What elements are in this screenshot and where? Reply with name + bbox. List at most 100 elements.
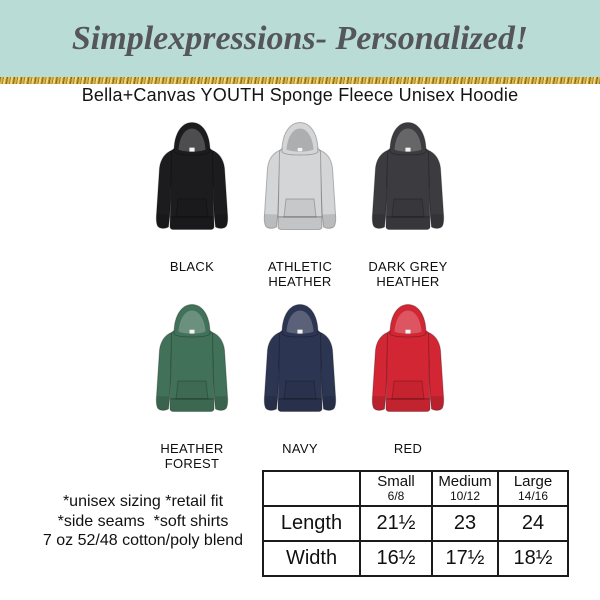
left-cuff (264, 396, 278, 411)
hood (173, 121, 211, 156)
hoodie-card: RED (363, 302, 453, 471)
color-label: ATHLETIC HEATHER (267, 259, 333, 289)
neck-tag (297, 329, 303, 334)
hem-shade (278, 399, 322, 412)
left-cuff (372, 396, 386, 411)
hem-shade (386, 217, 430, 230)
color-label: BLACK (169, 259, 215, 274)
right-sleeve (211, 149, 229, 229)
right-cuff (430, 396, 444, 411)
color-label: NAVY (282, 441, 318, 456)
color-label: RED (393, 441, 423, 456)
right-sleeve (211, 331, 229, 411)
neck-tag (189, 147, 195, 152)
dimension-label: Width (262, 540, 361, 577)
hoodie-image (155, 121, 229, 230)
size-column-header: Small 6/8 (359, 470, 433, 507)
size-value: 16½ (359, 540, 433, 577)
hood-lining (178, 310, 206, 334)
hoodie-card: BLACK (147, 120, 237, 289)
size-chart-header-row: Small 6/8 Medium 10/12 Large 14/16 (262, 470, 569, 507)
kangaroo-pocket (391, 198, 425, 218)
left-sleeve (371, 149, 389, 229)
right-cuff (214, 396, 228, 411)
right-sleeve (427, 331, 445, 411)
hood (281, 303, 319, 338)
kangaroo-pocket (175, 198, 209, 218)
left-cuff (264, 214, 278, 229)
color-label: HEATHER FOREST (160, 441, 224, 471)
neck-tag (405, 329, 411, 334)
hood (389, 303, 427, 338)
right-cuff (322, 396, 336, 411)
hem-shade (170, 399, 214, 412)
hood-lining (394, 128, 422, 152)
size-chart-row: Length 21½ 23 24 (262, 505, 569, 542)
hem-shade (170, 217, 214, 230)
right-cuff (322, 214, 336, 229)
right-cuff (430, 214, 444, 229)
left-sleeve (155, 331, 173, 411)
neck-tag (189, 329, 195, 334)
hem-shade (278, 217, 322, 230)
hem-band (169, 398, 215, 412)
left-sleeve (263, 331, 281, 411)
right-cuff (214, 214, 228, 229)
hoodie-image (263, 303, 337, 412)
kangaroo-pocket (175, 380, 209, 400)
left-cuff (156, 214, 170, 229)
hoodie-card: NAVY (255, 302, 345, 471)
color-label: DARK GREY HEATHER (368, 259, 448, 289)
left-sleeve (263, 149, 281, 229)
kangaroo-pocket (283, 198, 317, 218)
hoodie-card: DARK GREY HEATHER (363, 120, 453, 289)
color-row-2: HEATHER FOREST NAVY RED (0, 302, 600, 471)
size-column-header: Medium 10/12 (431, 470, 499, 507)
hood (389, 121, 427, 156)
hood-lining (286, 128, 314, 152)
left-sleeve (155, 149, 173, 229)
hood (281, 121, 319, 156)
size-chart-row: Width 16½ 17½ 18½ (262, 540, 569, 577)
hoodie-card: ATHLETIC HEATHER (255, 120, 345, 289)
dimension-label: Length (262, 505, 361, 542)
hood (173, 303, 211, 338)
hem-band (277, 216, 323, 230)
kangaroo-pocket (391, 380, 425, 400)
left-cuff (156, 396, 170, 411)
detail-line: 7 oz 52/48 cotton/poly blend (42, 532, 244, 549)
left-sleeve (371, 331, 389, 411)
product-details: *unisex sizing *retail fit *side seams *s… (12, 492, 274, 551)
neck-tag (297, 147, 303, 152)
product-title: Bella+Canvas YOUTH Sponge Fleece Unisex … (81, 85, 519, 105)
hem-band (169, 216, 215, 230)
kangaroo-pocket (283, 380, 317, 400)
size-chart-corner-cell (262, 470, 361, 507)
right-sleeve (319, 331, 337, 411)
size-value: 17½ (431, 540, 499, 577)
size-value: 18½ (497, 540, 569, 577)
size-value: 23 (431, 505, 499, 542)
hem-band (385, 398, 431, 412)
detail-line: *unisex sizing *retail fit (62, 493, 224, 510)
hoodie-image (371, 121, 445, 230)
left-cuff (372, 214, 386, 229)
neck-tag (405, 147, 411, 152)
brand-name: Simplexpressions- Personalized! (71, 19, 529, 57)
hoodie-image (155, 303, 229, 412)
brand-banner: Simplexpressions- Personalized! (0, 0, 600, 77)
size-value: 21½ (359, 505, 433, 542)
size-chart-table: Small 6/8 Medium 10/12 Large 14/16 Length 21½ 2… (262, 470, 569, 577)
hood-lining (394, 310, 422, 334)
hoodie-card: HEATHER FOREST (147, 302, 237, 471)
glitter-divider (0, 77, 600, 84)
color-row-1: BLACK ATHLETIC HEATHER DARK GREY HEATHER (0, 120, 600, 289)
detail-line: *side seams *soft shirts (57, 512, 229, 530)
right-sleeve (427, 149, 445, 229)
hem-band (277, 398, 323, 412)
hem-shade (386, 399, 430, 412)
hoodie-image (263, 121, 337, 230)
hood-lining (178, 128, 206, 152)
size-column-header: Large 14/16 (497, 470, 569, 507)
